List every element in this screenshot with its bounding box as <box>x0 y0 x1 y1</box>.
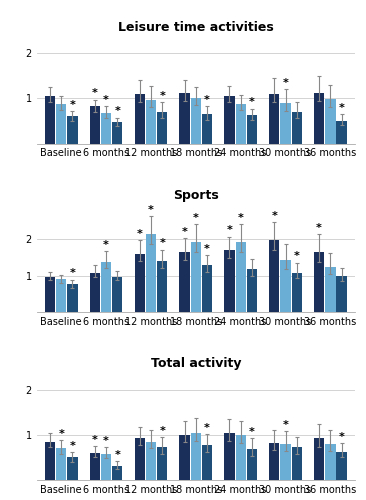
Text: *: * <box>70 440 75 450</box>
Text: *: * <box>283 420 288 430</box>
Text: *: * <box>204 422 210 432</box>
Bar <box>325 444 336 480</box>
Bar <box>179 93 190 144</box>
Bar <box>146 100 156 144</box>
Text: *: * <box>271 211 277 221</box>
Text: *: * <box>159 238 165 248</box>
Bar <box>191 432 201 480</box>
Bar <box>157 261 167 312</box>
Text: *: * <box>193 213 199 223</box>
Text: *: * <box>316 223 322 233</box>
Bar <box>90 272 100 312</box>
Text: *: * <box>249 98 255 108</box>
Bar <box>179 252 190 312</box>
Bar <box>314 438 324 480</box>
Bar <box>202 266 212 312</box>
Bar <box>235 435 246 480</box>
Bar <box>56 104 66 144</box>
Text: *: * <box>238 213 244 223</box>
Bar <box>67 458 78 480</box>
Bar <box>269 94 280 144</box>
Bar <box>280 260 291 312</box>
Bar <box>269 443 280 480</box>
Bar <box>202 114 212 144</box>
Bar <box>292 112 302 144</box>
Bar <box>325 266 336 312</box>
Title: Total activity: Total activity <box>150 358 241 370</box>
Text: *: * <box>115 450 120 460</box>
Bar <box>336 121 347 144</box>
Bar <box>56 448 66 480</box>
Bar <box>67 284 78 312</box>
Bar <box>280 444 291 480</box>
Text: *: * <box>70 268 75 278</box>
Bar <box>67 116 78 143</box>
Text: *: * <box>204 94 210 104</box>
Text: *: * <box>339 103 344 113</box>
Bar <box>90 106 100 144</box>
Bar <box>179 435 190 480</box>
Text: *: * <box>115 106 120 117</box>
Text: *: * <box>103 436 109 446</box>
Text: *: * <box>92 88 98 99</box>
Bar <box>135 438 145 480</box>
Text: *: * <box>103 94 109 104</box>
Bar <box>325 99 336 144</box>
Text: *: * <box>249 427 255 437</box>
Bar <box>191 242 201 312</box>
Text: *: * <box>294 252 300 262</box>
Bar <box>135 94 145 144</box>
Bar <box>157 112 167 144</box>
Bar <box>280 103 291 144</box>
Text: *: * <box>92 434 98 444</box>
Bar <box>101 262 111 312</box>
Text: *: * <box>159 426 165 436</box>
Text: *: * <box>283 78 288 88</box>
Bar <box>112 276 123 312</box>
Text: *: * <box>204 244 210 254</box>
Title: Sports: Sports <box>173 189 219 202</box>
Bar <box>112 466 123 480</box>
Bar <box>314 93 324 144</box>
Text: *: * <box>227 226 232 235</box>
Bar <box>45 96 55 144</box>
Bar <box>90 453 100 480</box>
Text: *: * <box>159 90 165 101</box>
Bar <box>235 104 246 144</box>
Text: *: * <box>148 205 154 215</box>
Bar <box>269 240 280 312</box>
Title: Leisure time activities: Leisure time activities <box>118 21 274 34</box>
Bar <box>146 234 156 312</box>
Bar <box>101 454 111 480</box>
Bar <box>112 122 123 144</box>
Bar <box>56 279 66 312</box>
Text: *: * <box>339 432 344 442</box>
Bar <box>314 252 324 312</box>
Bar <box>235 242 246 312</box>
Bar <box>224 432 235 480</box>
Bar <box>224 250 235 312</box>
Bar <box>247 116 257 143</box>
Bar <box>224 96 235 144</box>
Bar <box>135 254 145 312</box>
Bar <box>292 272 302 312</box>
Bar <box>292 448 302 480</box>
Bar <box>45 276 55 312</box>
Bar <box>247 449 257 480</box>
Bar <box>45 442 55 480</box>
Bar <box>146 442 156 480</box>
Text: *: * <box>137 229 143 239</box>
Bar <box>101 113 111 144</box>
Bar <box>157 448 167 480</box>
Bar <box>336 452 347 480</box>
Bar <box>336 276 347 312</box>
Text: *: * <box>103 240 109 250</box>
Text: *: * <box>58 429 64 439</box>
Bar <box>247 270 257 312</box>
Bar <box>191 98 201 144</box>
Text: *: * <box>182 227 187 237</box>
Bar <box>202 444 212 480</box>
Text: *: * <box>70 100 75 110</box>
